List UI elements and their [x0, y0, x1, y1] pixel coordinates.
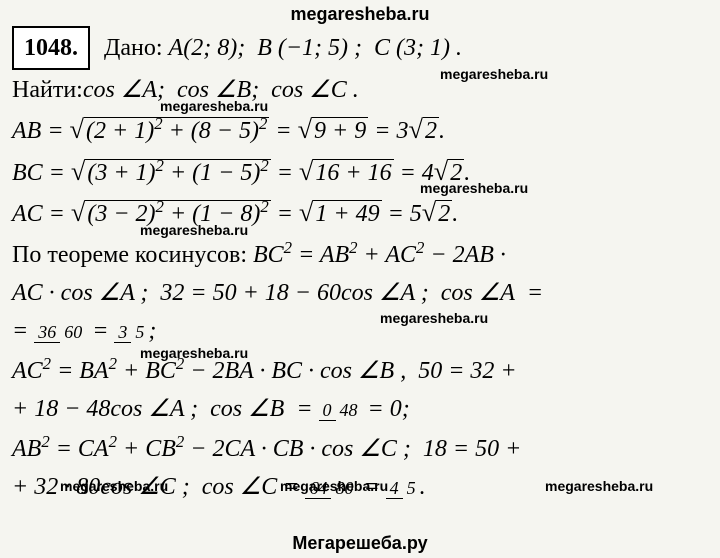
ab-line: AB = (2 + 1)2 + (8 − 5)2 = 9 + 9 = 32. [12, 110, 708, 150]
ac-line: AC = (3 − 2)2 + (1 − 8)2 = 1 + 49 = 52. [12, 193, 708, 233]
given-line: 1048. Дано: A(2; 8); B (−1; 5) ; C (3; 1… [12, 26, 708, 70]
watermark-small: megaresheba.ru [380, 310, 488, 326]
watermark-small: megaresheba.ru [420, 180, 528, 196]
watermark-top: megaresheba.ru [290, 4, 429, 25]
cosc-line1: AB2 = CA2 + CB2 − 2CA · CB · cos ∠C ; 18… [12, 429, 708, 467]
find-label: Найти: [12, 77, 83, 103]
cosa-result: = 3660 = 35; [12, 313, 708, 349]
bc-line: BC = (3 + 1)2 + (1 − 5)2 = 16 + 16 = 42. [12, 152, 708, 192]
watermark-small: megaresheba.ru [545, 478, 653, 494]
watermark-small: megaresheba.ru [140, 222, 248, 238]
watermark-small: megaresheba.ru [280, 478, 388, 494]
given-points: A(2; 8); B (−1; 5) ; C (3; 1) . [169, 35, 462, 61]
problem-number: 1048. [12, 26, 90, 70]
solution-content: 1048. Дано: A(2; 8); B (−1; 5) ; C (3; 1… [0, 0, 720, 515]
watermark-small: megaresheba.ru [60, 478, 168, 494]
watermark-bottom: Мегарешеба.ру [292, 533, 427, 554]
given-label: Дано: [104, 35, 163, 61]
theorem-line: По теореме косинусов: BC2 = AB2 + AC2 − … [12, 235, 708, 273]
cosa-line2: AC · cos ∠A ; 32 = 50 + 18 − 60cos ∠A ; … [12, 275, 708, 311]
watermark-small: megaresheba.ru [440, 66, 548, 82]
watermark-small: megaresheba.ru [160, 98, 268, 114]
find-line: Найти:cos ∠A; cos ∠B; cos ∠C . [12, 72, 708, 108]
cosb-line2: + 18 − 48cos ∠A ; cos ∠B = 048 = 0; [12, 391, 708, 427]
watermark-small: megaresheba.ru [140, 345, 248, 361]
cosb-line1: AC2 = BA2 + BC2 − 2BA · BC · cos ∠B , 50… [12, 351, 708, 389]
